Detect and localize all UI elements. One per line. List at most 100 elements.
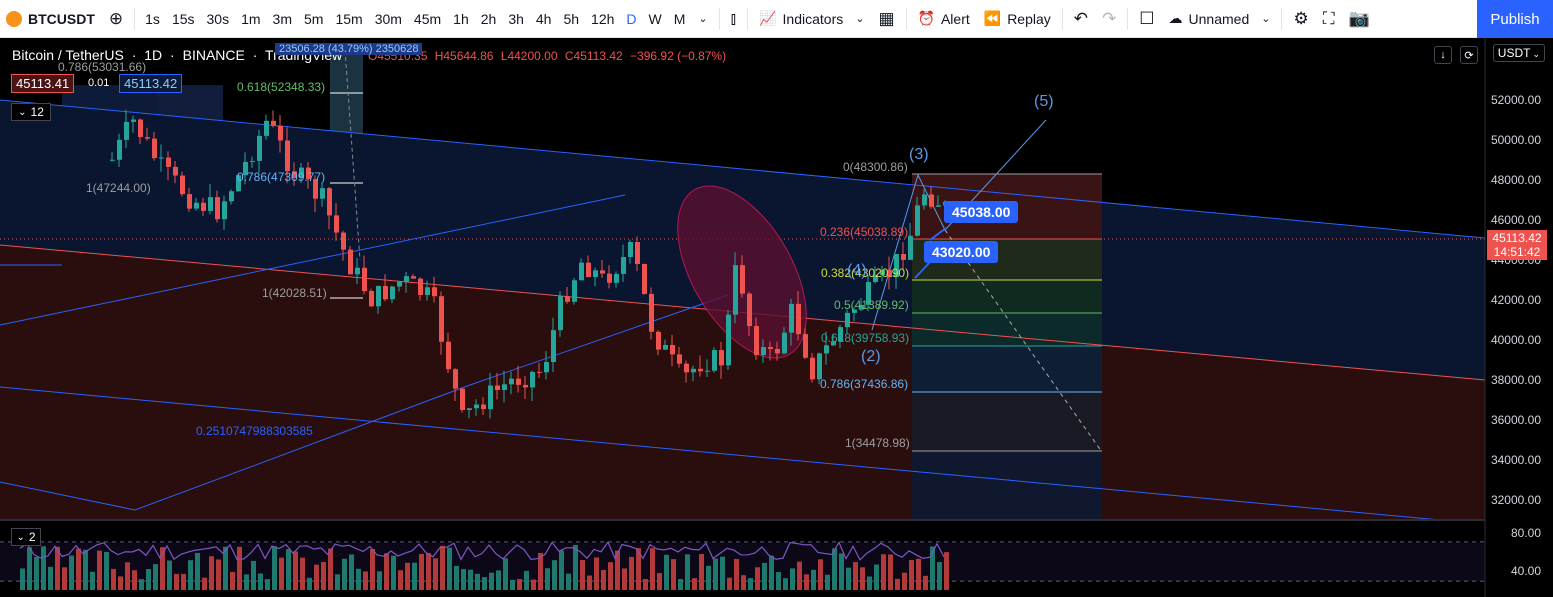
- divider: [905, 7, 907, 30]
- chevron-down-icon[interactable]: ⌄: [698, 13, 708, 25]
- interval-30m[interactable]: 30m: [374, 10, 402, 27]
- volume-bar: [272, 546, 277, 590]
- interval-2h[interactable]: 2h: [480, 10, 497, 27]
- indicators-button[interactable]: 📈 Indicators ⌄: [752, 0, 871, 38]
- interval-3h[interactable]: 3h: [508, 10, 524, 27]
- legend-low: L44200.00: [500, 49, 558, 63]
- candle-body: [425, 287, 430, 295]
- gear-icon[interactable]: ⚙: [1293, 8, 1309, 28]
- expand-icon[interactable]: ⛶: [1322, 8, 1335, 28]
- bar-countdown: 14:51:42: [1493, 245, 1541, 259]
- redo-icon[interactable]: ↷: [1102, 8, 1117, 28]
- interval-30s[interactable]: 30s: [206, 10, 230, 27]
- interval-12h[interactable]: 12h: [591, 10, 615, 27]
- camera-icon[interactable]: 📷: [1348, 8, 1370, 28]
- alert-button[interactable]: ⏰ Alert: [911, 0, 977, 38]
- interval-W[interactable]: W: [648, 10, 662, 27]
- price-tag-lower[interactable]: 43020.00: [924, 241, 999, 263]
- overlap-label: 23506.28 (43.79%) 2350628: [275, 43, 423, 55]
- compare-add-icon[interactable]: ⊕: [108, 8, 124, 28]
- volume-bar: [461, 569, 466, 590]
- sell-price-box[interactable]: 45113.41: [11, 74, 75, 93]
- candle-body: [299, 167, 304, 178]
- volume-bar: [237, 546, 242, 590]
- interval-45m[interactable]: 45m: [413, 10, 442, 27]
- candle-type-icon[interactable]: ⫾: [730, 8, 737, 28]
- price-tick: 38000.00: [1490, 373, 1541, 387]
- layout-templates-icon[interactable]: ▦: [878, 8, 895, 28]
- volume-bar: [118, 576, 123, 590]
- fib-right-level: 0.786(37436.86): [820, 377, 909, 391]
- symbol-search[interactable]: BTCUSDT: [0, 0, 102, 38]
- candle-body: [621, 257, 626, 274]
- candle-body: [327, 188, 332, 216]
- price-chart[interactable]: [0, 38, 1553, 597]
- volume-bar: [797, 561, 802, 590]
- volume-bar: [27, 547, 32, 590]
- interval-1s[interactable]: 1s: [145, 10, 160, 27]
- volume-bar: [209, 556, 214, 590]
- publish-button[interactable]: Publish: [1477, 0, 1553, 38]
- volume-bar: [433, 558, 438, 590]
- volume-bar: [34, 556, 39, 590]
- interval-D[interactable]: D: [626, 10, 637, 27]
- candle-body: [481, 404, 486, 410]
- channel-line: [0, 99, 1486, 239]
- fullscreen-square-icon[interactable]: ☐: [1139, 8, 1155, 28]
- channel-fill: [0, 245, 1485, 520]
- interval-1m[interactable]: 1m: [241, 10, 261, 27]
- interval-M[interactable]: M: [673, 10, 686, 27]
- volume-bar: [692, 578, 697, 590]
- candle-body: [747, 293, 752, 327]
- currency-selector[interactable]: USDT ⌄: [1492, 44, 1545, 62]
- layout-name-button[interactable]: ☁ Unnamed ⌄: [1162, 0, 1278, 38]
- legend-change: −396.92 (−0.87%): [630, 49, 727, 63]
- interval-15m[interactable]: 15m: [335, 10, 363, 27]
- replay-button[interactable]: ⏪ Replay: [977, 0, 1058, 38]
- volume-bar: [853, 562, 858, 590]
- interval-15s[interactable]: 15s: [171, 10, 195, 27]
- volume-bar: [181, 573, 186, 590]
- price-tag-upper[interactable]: 45038.00: [944, 201, 1019, 223]
- volume-bar: [48, 566, 53, 590]
- candle-body: [495, 385, 500, 390]
- volume-bar: [454, 565, 459, 590]
- volume-bar: [349, 554, 354, 590]
- chart-area[interactable]: [0, 38, 1553, 597]
- fib-float-value: 0.2510747988303585: [196, 424, 313, 438]
- volume-bar: [762, 562, 767, 590]
- trend-line: [0, 194, 626, 326]
- undo-icon[interactable]: ↶: [1073, 8, 1089, 28]
- fib-box: [912, 280, 1102, 313]
- candle-body: [782, 332, 787, 354]
- candle-body: [565, 296, 570, 302]
- fib-box: [912, 346, 1102, 392]
- candle-body: [824, 345, 829, 354]
- volume-bar: [916, 558, 921, 590]
- volume-bar: [475, 573, 480, 590]
- candle-body: [796, 303, 801, 335]
- interval-4h[interactable]: 4h: [535, 10, 552, 27]
- candle-body: [117, 139, 122, 160]
- volume-bar: [811, 569, 816, 590]
- interval-5h[interactable]: 5h: [563, 10, 580, 27]
- legend-dot: ·: [252, 47, 258, 63]
- interval-5m[interactable]: 5m: [304, 10, 324, 27]
- candle-body: [509, 378, 514, 385]
- interval-1h[interactable]: 1h: [453, 10, 469, 27]
- chevron-icon: ⌄: [18, 106, 27, 118]
- volume-bar: [146, 569, 151, 590]
- chevron-down-icon: ⌄: [1261, 13, 1271, 25]
- collapse-indicators-button[interactable]: ⌄ 12: [11, 103, 51, 121]
- reset-scale-icon[interactable]: ⟳: [1460, 46, 1478, 64]
- volume-bar: [937, 562, 942, 590]
- volume-bar: [713, 558, 718, 590]
- volume-bar: [174, 573, 179, 590]
- candle-body: [544, 362, 549, 373]
- interval-3m[interactable]: 3m: [272, 10, 292, 27]
- volume-bar: [909, 560, 914, 590]
- scroll-down-icon[interactable]: ↓: [1434, 46, 1452, 64]
- lower-pane-collapse-button[interactable]: ⌄ 2: [11, 528, 41, 546]
- candle-body: [264, 120, 269, 136]
- buy-price-box[interactable]: 45113.42: [119, 74, 183, 93]
